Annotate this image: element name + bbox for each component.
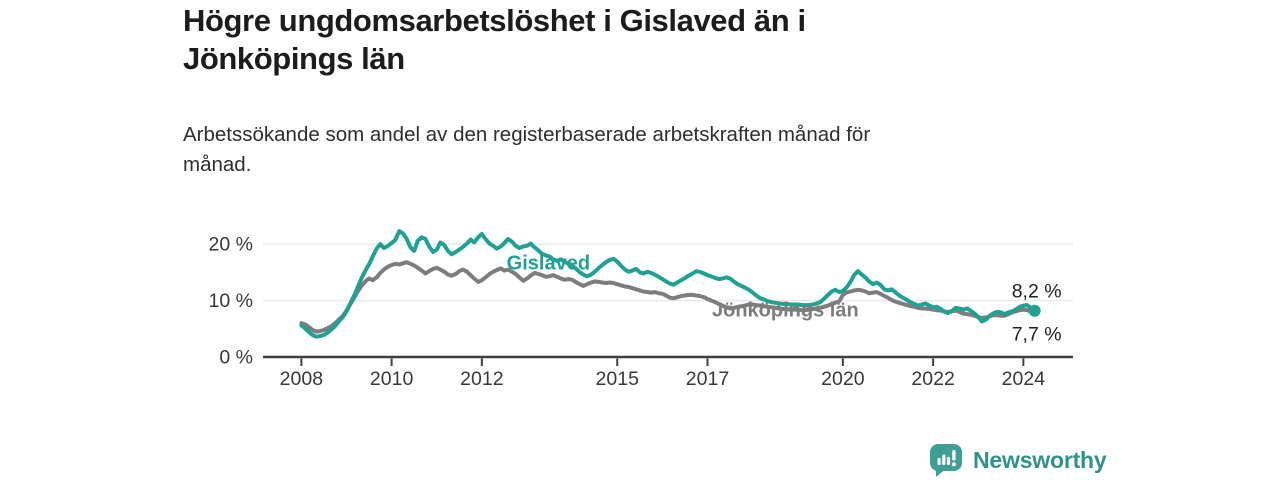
x-tick-label-2012: 2012 — [460, 368, 503, 390]
y-tick-label-10-percent: 10 % — [209, 290, 253, 312]
chart-title: Högre ungdomsarbetslöshet i Gislaved än … — [183, 2, 983, 78]
x-tick-label-2022: 2022 — [911, 368, 954, 390]
j-nk-pings-l-n-line — [299, 260, 1037, 334]
series-label-j-nk-pings-l-n: Jönköpings län — [712, 300, 859, 322]
x-tick-label-2008: 2008 — [280, 368, 323, 390]
bar-chart-speech-bubble-icon — [930, 444, 962, 477]
chart-title-line1: Högre ungdomsarbetslöshet i Gislaved än … — [183, 3, 806, 38]
chart-subtitle-line1: Arbetssökande som andel av den registerb… — [183, 123, 871, 146]
gislaved-line — [299, 229, 1037, 339]
latest-value-dot — [1028, 304, 1041, 317]
newsworthy-logo: Newsworthy — [928, 442, 1107, 478]
x-tick-label-2010: 2010 — [370, 368, 414, 390]
end-value-label-j-nk-pings-l-n: 7,7 % — [1012, 324, 1062, 346]
x-tick-label-2024: 2024 — [1002, 368, 1046, 390]
x-tick-label-2017: 2017 — [686, 368, 729, 390]
chart-title-line2: Jönköpings län — [183, 41, 405, 76]
chart-subtitle-line2: månad. — [183, 153, 252, 176]
y-tick-label-0-percent: 0 % — [219, 347, 253, 369]
unemployment-line-chart: 2008 2010 2012 2015 2017 2020 2022 2024 0 % 10 % 2… — [209, 229, 1073, 390]
end-value-label-gislaved: 8,2 % — [1012, 281, 1062, 303]
x-tick-label-2015: 2015 — [596, 368, 640, 390]
newsworthy-logo-text: Newsworthy — [973, 446, 1107, 473]
series-label-gislaved: Gislaved — [507, 252, 590, 274]
x-tick-label-2020: 2020 — [821, 368, 865, 390]
y-tick-label-20-percent: 20 % — [209, 234, 253, 256]
chart-subtitle: Arbetssökande som andel av den registerb… — [183, 120, 1063, 180]
